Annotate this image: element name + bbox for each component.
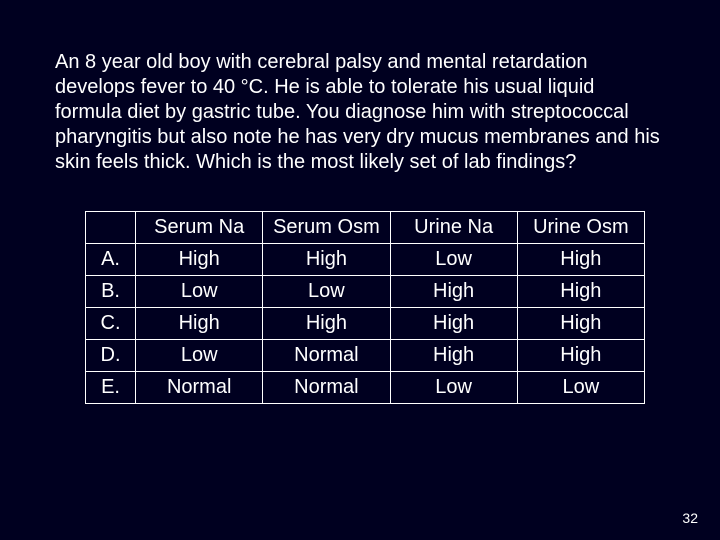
table-row: A. High High Low High <box>86 244 645 276</box>
table-row: C. High High High High <box>86 308 645 340</box>
cell: Low <box>136 276 263 308</box>
row-label: C. <box>86 308 136 340</box>
cell: High <box>390 340 517 372</box>
cell: Low <box>136 340 263 372</box>
table-header-serum-na: Serum Na <box>136 212 263 244</box>
cell: High <box>263 244 390 276</box>
cell: High <box>390 308 517 340</box>
cell: Low <box>263 276 390 308</box>
row-label: D. <box>86 340 136 372</box>
cell: High <box>136 244 263 276</box>
table-row: E. Normal Normal Low Low <box>86 372 645 404</box>
row-label: A. <box>86 244 136 276</box>
cell: High <box>517 308 644 340</box>
cell: High <box>517 276 644 308</box>
cell: High <box>263 308 390 340</box>
cell: High <box>136 308 263 340</box>
cell: Normal <box>136 372 263 404</box>
table-header-serum-osm: Serum Osm <box>263 212 390 244</box>
cell: High <box>390 276 517 308</box>
cell: Normal <box>263 340 390 372</box>
table-header-blank <box>86 212 136 244</box>
table-header-row: Serum Na Serum Osm Urine Na Urine Osm <box>86 212 645 244</box>
cell: High <box>517 340 644 372</box>
page-number: 32 <box>682 510 698 526</box>
row-label: E. <box>86 372 136 404</box>
slide: An 8 year old boy with cerebral palsy an… <box>0 0 720 540</box>
cell: Low <box>390 372 517 404</box>
answer-table: Serum Na Serum Osm Urine Na Urine Osm A.… <box>85 211 645 404</box>
table-header-urine-osm: Urine Osm <box>517 212 644 244</box>
question-text: An 8 year old boy with cerebral palsy an… <box>55 50 665 175</box>
cell: High <box>517 244 644 276</box>
cell: Low <box>390 244 517 276</box>
cell: Normal <box>263 372 390 404</box>
table-row: D. Low Normal High High <box>86 340 645 372</box>
table-header-urine-na: Urine Na <box>390 212 517 244</box>
row-label: B. <box>86 276 136 308</box>
table-row: B. Low Low High High <box>86 276 645 308</box>
cell: Low <box>517 372 644 404</box>
